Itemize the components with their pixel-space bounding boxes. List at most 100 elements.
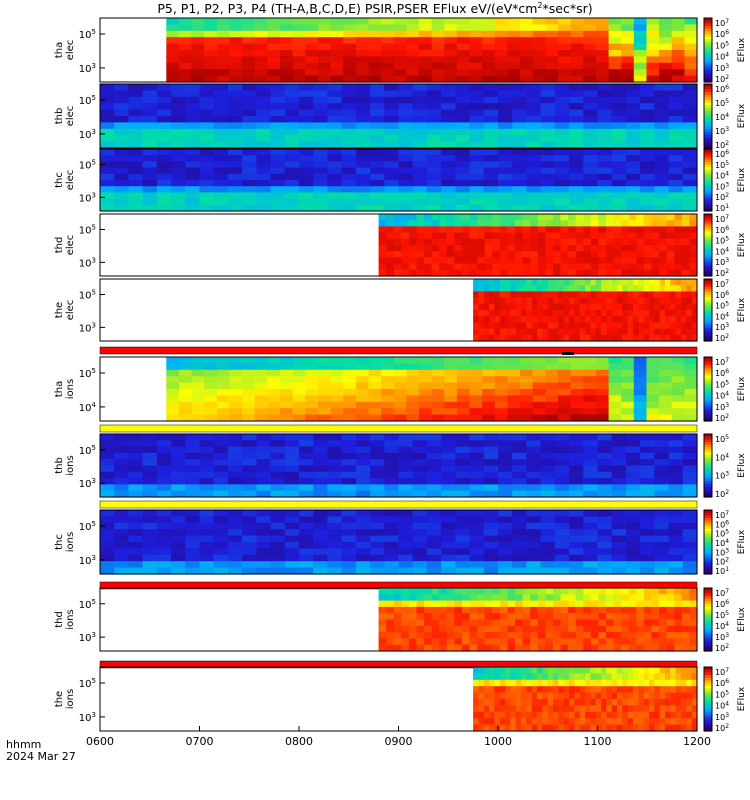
spectrogram-cell — [489, 718, 495, 726]
y-tick-label: 105 — [79, 224, 96, 237]
spectrogram-cell — [621, 376, 635, 384]
spectrogram-cell — [579, 291, 586, 299]
spectrogram-cell — [100, 465, 115, 473]
spectrogram-cell — [575, 269, 584, 277]
spectrogram-cell — [633, 414, 647, 422]
spectrogram-cell — [522, 226, 531, 234]
spectrogram-cell — [114, 84, 129, 91]
spectrogram-cell — [606, 692, 613, 700]
spectrogram-cell — [568, 257, 577, 265]
spectrogram-cell — [597, 198, 613, 206]
spectrogram-cell — [185, 161, 201, 169]
spectrogram-cell — [199, 440, 215, 448]
spectrogram-cell — [627, 328, 634, 336]
spectrogram-cell — [483, 204, 499, 212]
spectrogram-cell — [682, 440, 698, 448]
spectrogram-cell — [341, 465, 357, 473]
spectrogram-cell — [654, 542, 670, 549]
spectrogram-cell — [431, 382, 445, 390]
spectrogram-cell — [171, 535, 186, 543]
spectrogram-cell — [256, 548, 272, 556]
spectrogram-cell — [532, 408, 546, 416]
spectrogram-cell — [171, 192, 186, 200]
spectrogram-cell — [462, 600, 471, 608]
spectrogram-cell — [393, 606, 402, 614]
spectrogram-cell — [254, 75, 268, 83]
spectrogram-cell — [378, 214, 387, 221]
spectrogram-cell — [171, 490, 186, 498]
spectrogram-cell — [521, 310, 527, 317]
spectrogram-cell — [114, 167, 129, 175]
spectrogram-cell — [568, 232, 577, 240]
spectrogram-cell — [583, 510, 599, 517]
spectrogram-cell — [100, 510, 115, 517]
spectrogram-cell — [621, 18, 635, 25]
spectrogram-cell — [355, 414, 370, 422]
spectrogram-cell — [590, 686, 597, 694]
spectrogram-cell — [568, 638, 577, 646]
spectrogram-cell — [327, 161, 343, 169]
spectrogram-cell — [327, 529, 343, 537]
spectrogram-cell — [128, 542, 144, 549]
spectrogram-cell — [370, 452, 385, 460]
spectrogram-cell — [424, 226, 433, 234]
spectrogram-cell — [469, 128, 485, 136]
spectrogram-cell — [355, 516, 371, 524]
quality-flag-bar — [99, 660, 698, 669]
spectrogram-cell — [628, 226, 637, 234]
spectrogram-cell — [412, 204, 428, 212]
spectrogram-cell — [520, 363, 534, 371]
spectrogram-cell — [590, 226, 600, 234]
spectrogram-cell — [636, 606, 645, 614]
spectrogram-cell — [156, 459, 172, 467]
spectrogram-cell — [512, 161, 527, 169]
spectrogram-cell — [670, 285, 677, 292]
spectrogram-cell — [558, 389, 572, 396]
spectrogram-cell — [424, 594, 433, 602]
spectrogram-cell — [682, 180, 698, 187]
spectrogram-cell — [424, 257, 433, 265]
spectrogram-cell — [484, 269, 493, 277]
spectrogram-cell — [327, 122, 343, 130]
spectrogram-cell — [483, 297, 490, 305]
colorbar-segment — [704, 76, 712, 80]
spectrogram-cell — [595, 414, 610, 422]
spectrogram-cell — [416, 257, 425, 265]
spectrogram-cell — [681, 238, 690, 246]
spectrogram-cell — [305, 69, 319, 77]
spectrogram-cell — [227, 490, 243, 498]
spectrogram-cell — [256, 135, 272, 143]
spectrogram-cell — [568, 644, 577, 652]
spectrogram-cell — [483, 128, 499, 136]
spectrogram-cell — [526, 471, 542, 479]
spectrogram-cell — [185, 440, 201, 448]
spectrogram-cell — [560, 263, 569, 271]
spectrogram-cell — [505, 303, 511, 311]
spectrogram-cell — [483, 161, 499, 169]
spectrogram-cell — [444, 50, 458, 57]
colorbar-segment — [704, 84, 712, 88]
spectrogram-cell — [483, 135, 499, 143]
spectrogram-cell — [256, 198, 272, 206]
spectrogram-cell — [659, 245, 668, 252]
spectrogram-cell — [398, 465, 414, 473]
spectrogram-cell — [674, 588, 683, 595]
spectrogram-cell — [540, 204, 556, 212]
spectrogram-cell — [515, 316, 522, 323]
spectrogram-cell — [554, 548, 570, 556]
spectrogram-cell — [492, 220, 501, 227]
spectrogram-cell — [512, 109, 527, 117]
colorbar-segment — [704, 478, 712, 482]
spectrogram-cell — [583, 135, 599, 143]
spectrogram-cell — [526, 542, 542, 549]
spectrogram-cell — [185, 554, 201, 562]
spectrogram-cell — [469, 471, 485, 479]
colorbar-segment — [704, 603, 712, 607]
spectrogram-cell — [675, 673, 682, 681]
spectrogram-cell — [242, 96, 257, 104]
spectrogram-cell — [558, 297, 565, 305]
spectrogram-cell — [590, 679, 597, 687]
spectrogram-cell — [583, 84, 599, 91]
spectrogram-cell — [142, 465, 158, 473]
spectrogram-cell — [540, 542, 556, 549]
